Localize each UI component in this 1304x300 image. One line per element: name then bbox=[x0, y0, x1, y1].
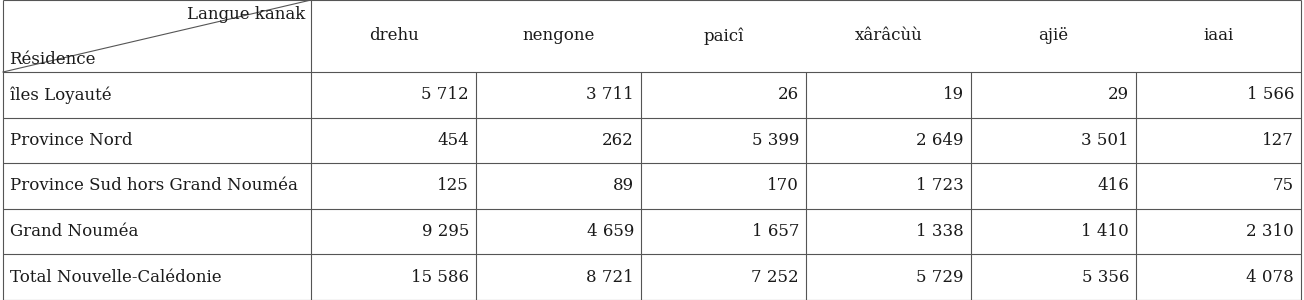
Text: 15 586: 15 586 bbox=[411, 269, 469, 286]
Text: Province Sud hors Grand Nouméa: Province Sud hors Grand Nouméa bbox=[10, 178, 297, 194]
Text: Total Nouvelle-Calédonie: Total Nouvelle-Calédonie bbox=[10, 269, 222, 286]
Text: iaai: iaai bbox=[1204, 28, 1234, 44]
Text: 9 295: 9 295 bbox=[421, 223, 469, 240]
Text: 89: 89 bbox=[613, 178, 634, 194]
Text: 262: 262 bbox=[602, 132, 634, 149]
Text: ajië: ajië bbox=[1038, 28, 1068, 44]
Text: 75: 75 bbox=[1273, 178, 1294, 194]
Text: îles Loyauté: îles Loyauté bbox=[10, 86, 112, 104]
Text: 170: 170 bbox=[767, 178, 799, 194]
Text: 4 078: 4 078 bbox=[1247, 269, 1294, 286]
Text: 8 721: 8 721 bbox=[587, 269, 634, 286]
Text: 1 657: 1 657 bbox=[751, 223, 799, 240]
Text: 7 252: 7 252 bbox=[751, 269, 799, 286]
Text: 1 338: 1 338 bbox=[917, 223, 964, 240]
Text: Province Nord: Province Nord bbox=[10, 132, 133, 149]
Text: 454: 454 bbox=[437, 132, 469, 149]
Text: 1 723: 1 723 bbox=[917, 178, 964, 194]
Text: 3 501: 3 501 bbox=[1081, 132, 1129, 149]
Text: 125: 125 bbox=[437, 178, 469, 194]
Text: 5 356: 5 356 bbox=[1081, 269, 1129, 286]
Text: paicî: paicî bbox=[703, 27, 743, 45]
Text: 3 711: 3 711 bbox=[587, 86, 634, 103]
Text: 29: 29 bbox=[1108, 86, 1129, 103]
Text: nengone: nengone bbox=[523, 28, 595, 44]
Text: 26: 26 bbox=[778, 86, 799, 103]
Text: 1 410: 1 410 bbox=[1081, 223, 1129, 240]
Text: 416: 416 bbox=[1097, 178, 1129, 194]
Text: drehu: drehu bbox=[369, 28, 419, 44]
Text: Résidence: Résidence bbox=[9, 51, 95, 68]
Text: Grand Nouméa: Grand Nouméa bbox=[10, 223, 138, 240]
Text: 2 649: 2 649 bbox=[917, 132, 964, 149]
Text: xârâcùù: xârâcùù bbox=[854, 28, 922, 44]
Text: 4 659: 4 659 bbox=[587, 223, 634, 240]
Text: 1 566: 1 566 bbox=[1247, 86, 1294, 103]
Text: 5 712: 5 712 bbox=[421, 86, 469, 103]
Text: 5 729: 5 729 bbox=[917, 269, 964, 286]
Text: 19: 19 bbox=[943, 86, 964, 103]
Text: 127: 127 bbox=[1262, 132, 1294, 149]
Text: 2 310: 2 310 bbox=[1247, 223, 1294, 240]
Text: 5 399: 5 399 bbox=[751, 132, 799, 149]
Text: Langue kanak: Langue kanak bbox=[186, 6, 305, 23]
